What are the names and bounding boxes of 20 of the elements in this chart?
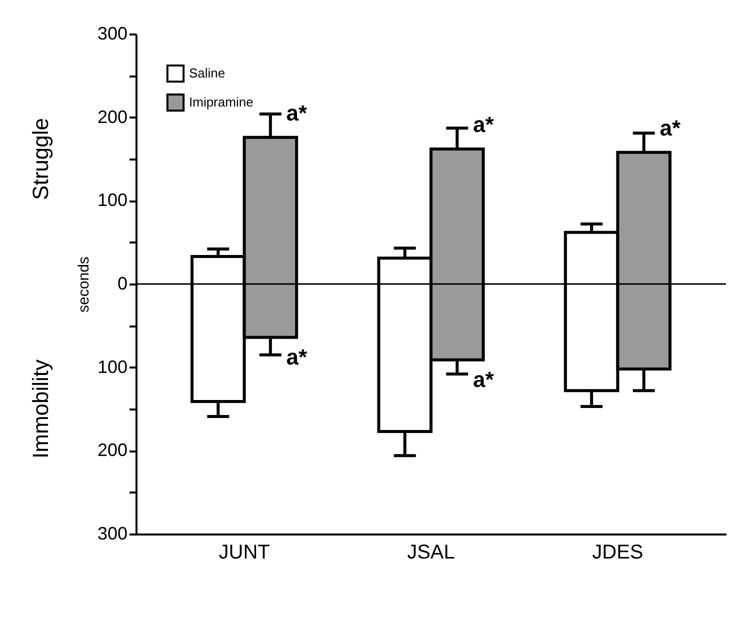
text: Struggle [28,118,53,200]
y-tick-label: 200 [97,106,128,127]
legend-label: Saline [189,66,226,80]
y-tick-label: 100 [97,190,128,210]
annotation: a* [473,366,494,392]
annotation: a* [473,112,494,137]
annotation: a* [660,115,681,140]
annotation: a* [286,100,308,126]
text: Immobility [28,359,53,459]
y-tick-label: 300 [97,24,128,44]
x-tick-label: JSAL [407,542,455,564]
x-tick-label: JDES [592,542,644,564]
annotation: a* [286,344,308,370]
x-tick-label: JUNT [218,542,270,564]
y-tick-label: 200 [97,440,128,460]
legend-label: Imipramine [189,94,254,110]
y-axis-title: seconds [75,256,92,312]
y-tick-label: 0 [117,274,128,294]
y-tick-label: 300 [97,524,128,544]
y-tick-label: 100 [97,356,128,377]
